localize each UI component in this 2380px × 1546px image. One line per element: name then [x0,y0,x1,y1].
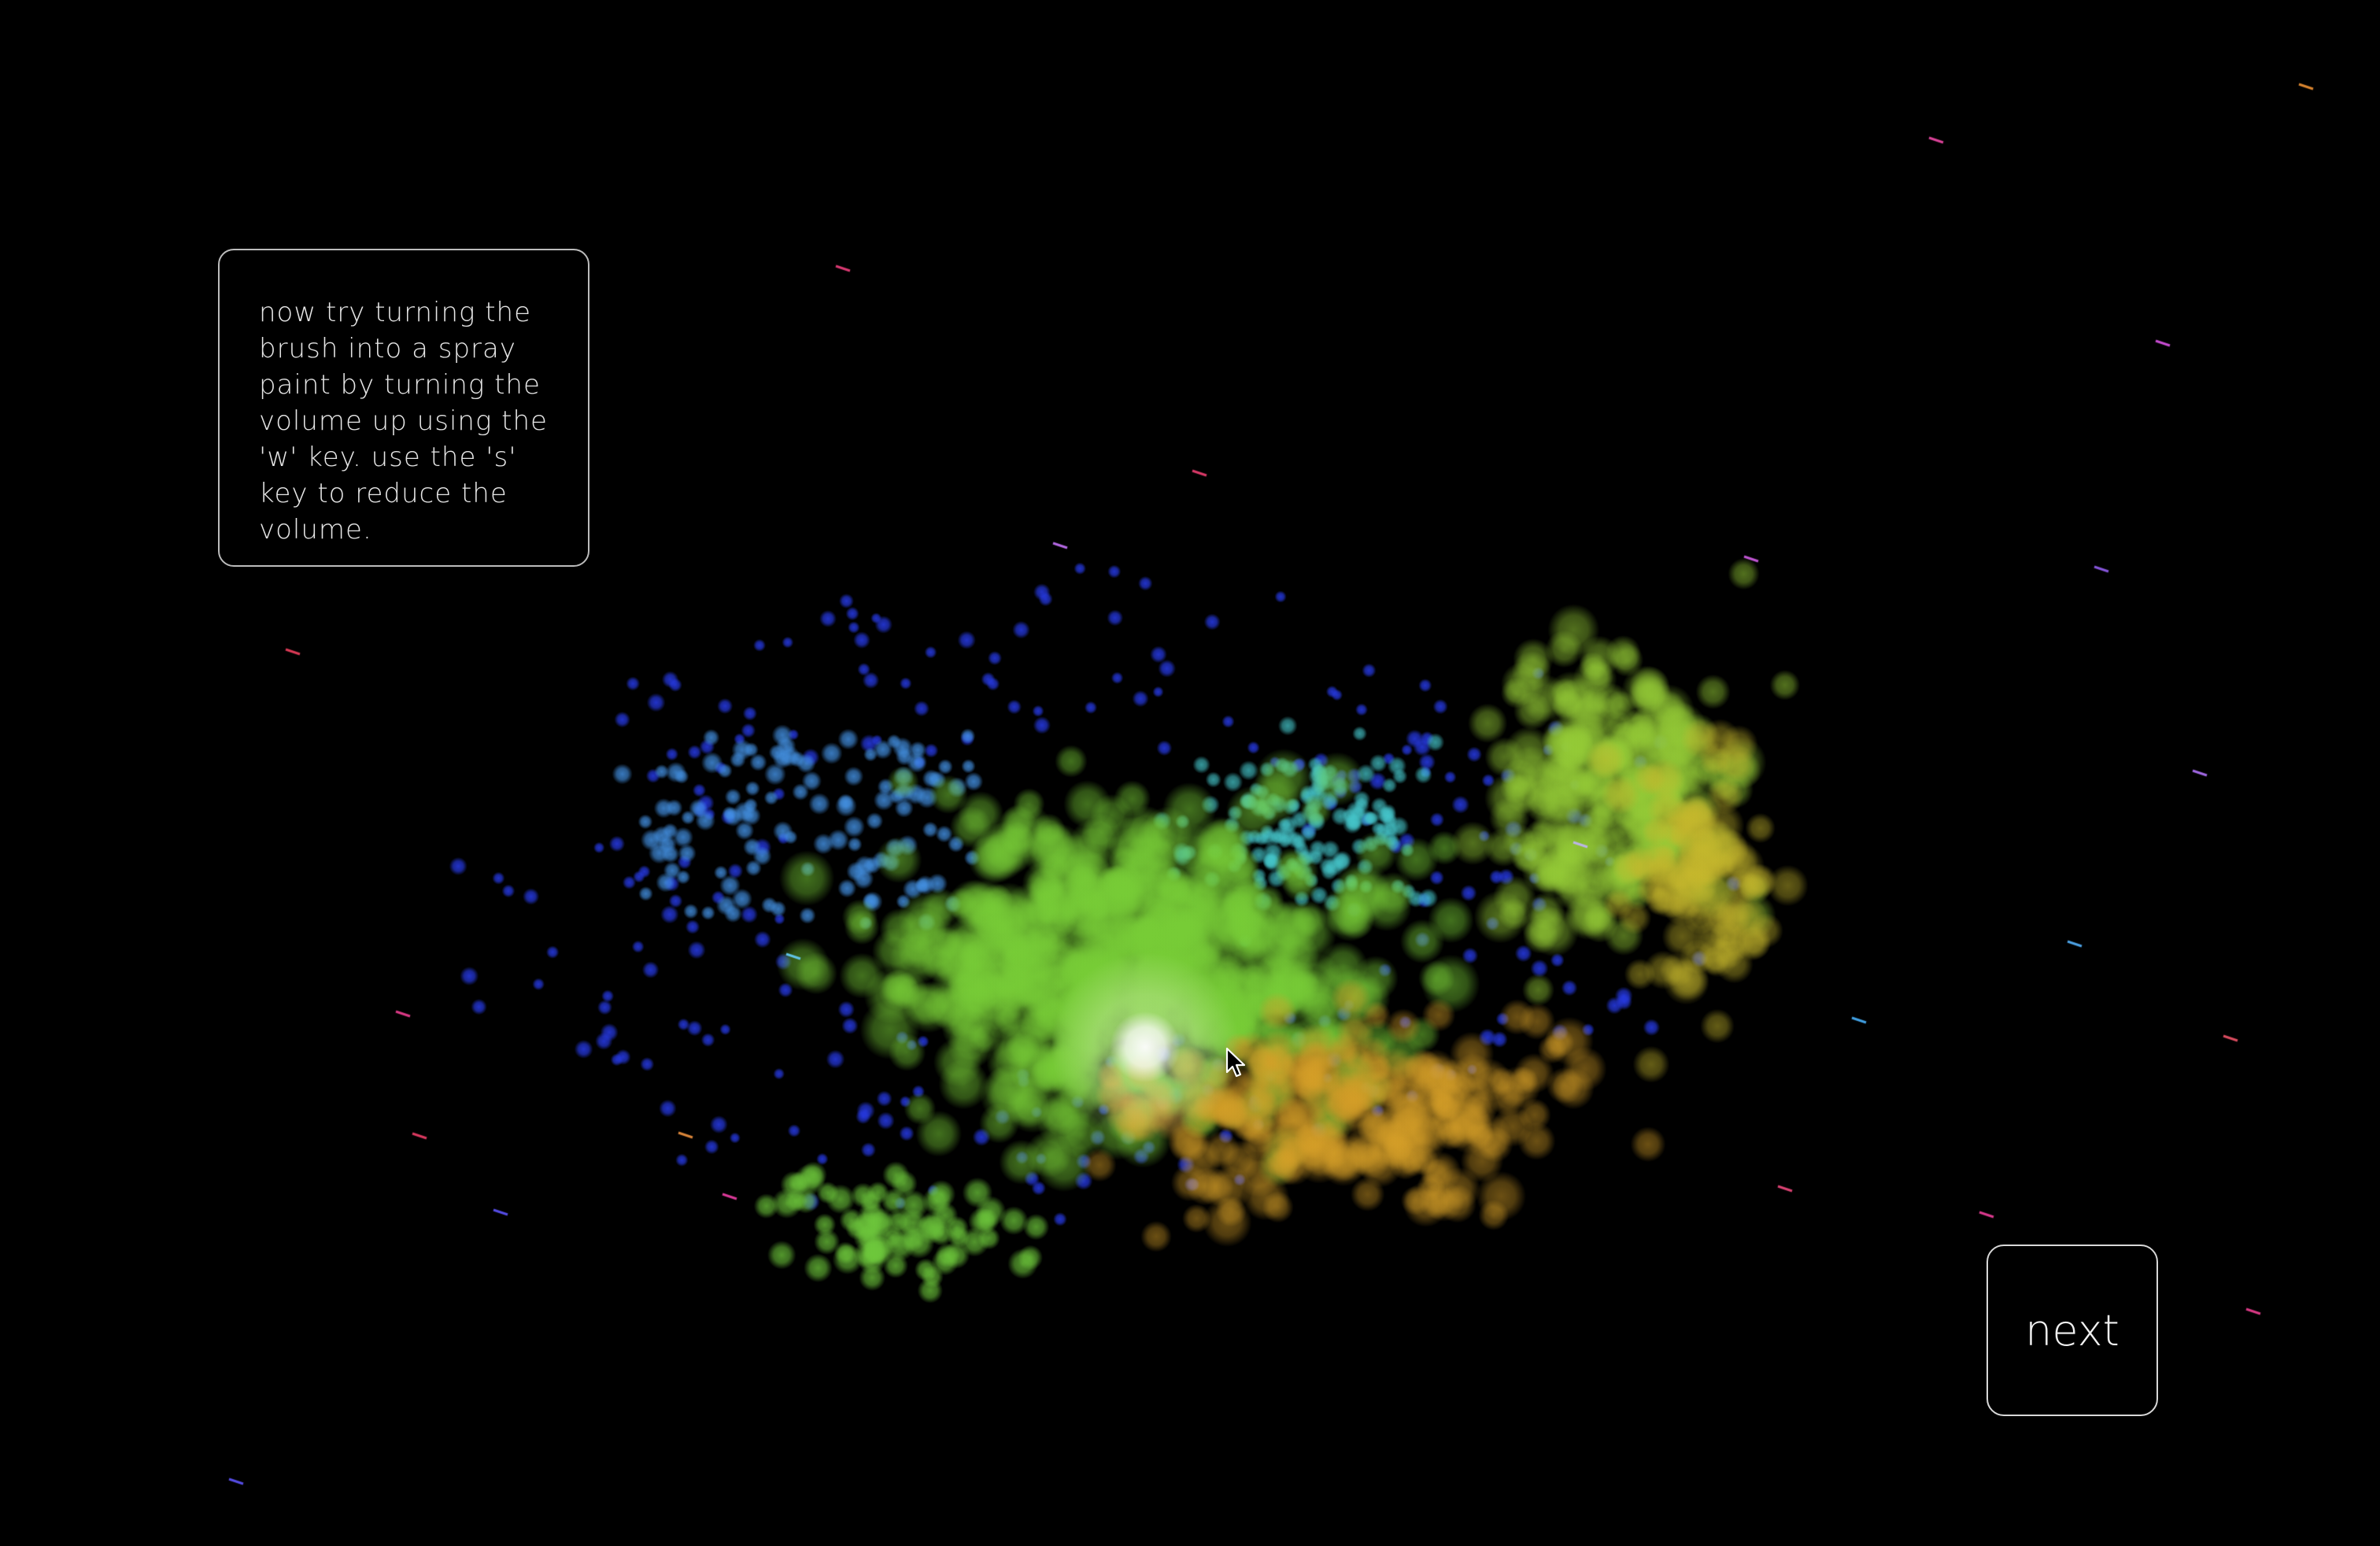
instruction-box: now try turning the brush into a spray p… [218,249,589,567]
arrow-pointer-icon [1225,1047,1246,1078]
next-button[interactable]: next [1986,1245,2158,1416]
instruction-text: now try turning the brush into a spray p… [259,297,548,546]
